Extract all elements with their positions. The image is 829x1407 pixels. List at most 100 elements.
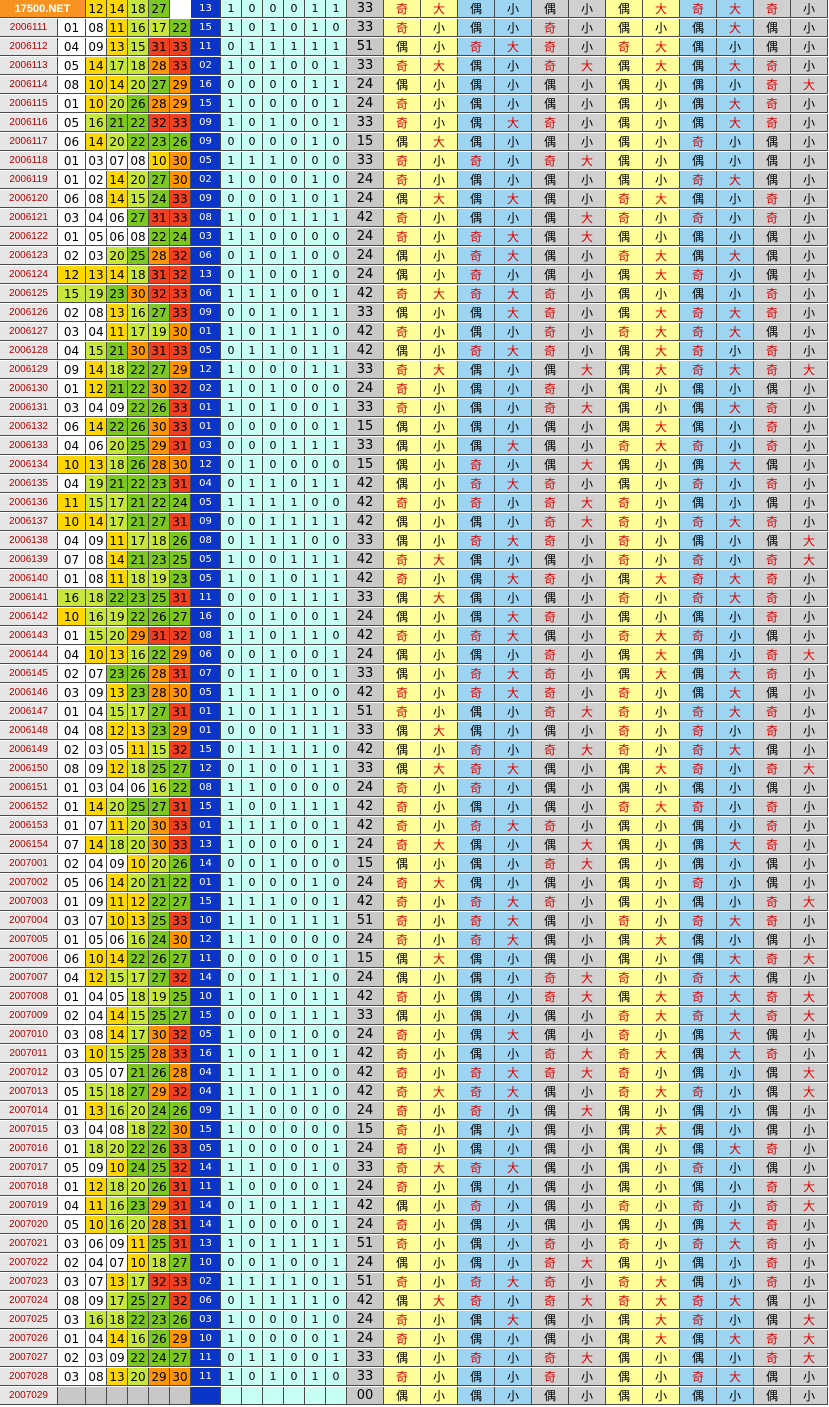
parity-digit: 1 — [221, 1330, 242, 1348]
red-ball-number: 30 — [170, 1121, 191, 1139]
red-ball-number: 22 — [107, 589, 128, 607]
table-row: 2006128 04 15 21 30 31 33 05 0 1 1 0 1 1 42 偶小奇大奇小偶大奇小奇… — [0, 342, 829, 361]
pattern-cell: 奇 — [458, 247, 495, 265]
blue-ball-number: 02 — [191, 380, 221, 398]
sum-value: 42 — [347, 285, 384, 303]
parity-digit: 1 — [221, 627, 242, 645]
pattern-cell: 偶 — [606, 456, 643, 474]
pattern-cell: 偶 — [680, 456, 717, 474]
pattern-cell: 大 — [421, 57, 458, 75]
parity-digit: 1 — [284, 247, 305, 265]
sum-value: 33 — [347, 1159, 384, 1177]
red-ball-number: 29 — [170, 95, 191, 113]
pattern-cell: 大 — [717, 950, 754, 968]
issue-number: 2006147 — [0, 703, 58, 721]
issue-number: 2007023 — [0, 1273, 58, 1291]
red-ball-number: 01 — [58, 570, 86, 588]
pattern-cell: 奇 — [680, 304, 717, 322]
blue-ball-number: 01 — [191, 399, 221, 417]
pattern-cell: 偶 — [532, 1216, 569, 1234]
parity-digit: 0 — [263, 209, 284, 227]
blue-ball-number: 05 — [191, 152, 221, 170]
pattern-cell: 奇 — [606, 437, 643, 455]
pattern-cell: 奇 — [680, 722, 717, 740]
parity-digit: 1 — [242, 1083, 263, 1101]
pattern-cell: 大 — [569, 1254, 606, 1272]
parity-digit: 1 — [326, 304, 347, 322]
parity-digit: 1 — [305, 703, 326, 721]
parity-digit: 0 — [242, 418, 263, 436]
table-row: 2006142 10 16 19 22 26 27 16 0 0 1 0 0 1 24 偶小偶大奇小偶小偶小奇… — [0, 608, 829, 627]
pattern-cell: 偶 — [458, 361, 495, 379]
table-row: 2007002 05 06 14 20 21 22 01 1 0 0 0 1 0 24 奇大偶小偶小偶小奇小偶… — [0, 874, 829, 893]
pattern-cell: 小 — [643, 1235, 680, 1253]
pattern-cell: 小 — [421, 665, 458, 683]
pattern-cell: 偶 — [606, 1311, 643, 1329]
parity-digit: 1 — [305, 589, 326, 607]
pattern-cell: 偶 — [458, 798, 495, 816]
parity-digit: 0 — [305, 893, 326, 911]
red-ball-number: 11 — [86, 1197, 107, 1215]
pattern-cell: 偶 — [384, 589, 421, 607]
pattern-cell: 奇 — [754, 950, 791, 968]
table-row: 2006151 01 03 04 06 16 22 08 1 1 0 0 0 0 24 奇小奇小偶小偶小偶小偶… — [0, 779, 829, 798]
table-row: 2007019 04 11 16 23 29 31 14 0 1 0 1 1 1 42 偶小奇小偶小奇小奇小奇… — [0, 1197, 829, 1216]
pattern-cell: 偶 — [384, 532, 421, 550]
pattern-cell: 小 — [791, 1387, 828, 1405]
parity-digit: 1 — [263, 988, 284, 1006]
red-ball-number: 30 — [170, 171, 191, 189]
sum-value: 33 — [347, 760, 384, 778]
red-ball-number: 08 — [86, 570, 107, 588]
pattern-cell: 奇 — [384, 912, 421, 930]
sum-value: 42 — [347, 475, 384, 493]
parity-digit: 0 — [221, 532, 242, 550]
parity-digit: 0 — [242, 1140, 263, 1158]
red-ball-number: 23 — [128, 684, 149, 702]
pattern-cell: 小 — [791, 1140, 828, 1158]
pattern-cell: 小 — [495, 323, 532, 341]
pattern-cell: 奇 — [754, 114, 791, 132]
issue-number: 2006119 — [0, 171, 58, 189]
parity-digit: 0 — [326, 456, 347, 474]
table-row: 2006116 05 16 21 22 32 33 09 1 0 1 0 0 1 33 奇小偶大奇小偶小偶大奇… — [0, 114, 829, 133]
parity-digit: 1 — [326, 1330, 347, 1348]
pattern-cell: 偶 — [606, 380, 643, 398]
issue-number: 2006148 — [0, 722, 58, 740]
pattern-cell: 小 — [643, 380, 680, 398]
parity-digit: 1 — [242, 266, 263, 284]
red-ball-number: 10 — [128, 1254, 149, 1272]
parity-digit: 1 — [326, 1140, 347, 1158]
sum-value: 42 — [347, 323, 384, 341]
parity-digit: 1 — [263, 475, 284, 493]
red-ball-number: 20 — [128, 836, 149, 854]
parity-digit: 0 — [263, 190, 284, 208]
parity-digit: 1 — [263, 684, 284, 702]
red-ball-number: 22 — [107, 418, 128, 436]
red-ball-number: 13 — [86, 1102, 107, 1120]
parity-digit: 0 — [263, 589, 284, 607]
table-row: 2006150 08 09 12 18 25 27 12 0 1 0 0 1 1 33 偶大奇大偶小偶大奇小奇… — [0, 760, 829, 779]
issue-number: 2006134 — [0, 456, 58, 474]
pattern-cell: 奇 — [606, 1007, 643, 1025]
sum-value: 24 — [347, 779, 384, 797]
red-ball-number: 16 — [128, 19, 149, 37]
pattern-cell: 偶 — [458, 1045, 495, 1063]
red-ball-number: 21 — [128, 513, 149, 531]
pattern-cell: 奇 — [680, 627, 717, 645]
pattern-cell: 小 — [495, 779, 532, 797]
pattern-cell: 奇 — [532, 38, 569, 56]
parity-digit: 1 — [263, 893, 284, 911]
pattern-cell: 奇 — [754, 418, 791, 436]
pattern-cell: 大 — [421, 950, 458, 968]
red-ball-number: 06 — [58, 133, 86, 151]
red-ball-number: 25 — [149, 760, 170, 778]
pattern-cell: 小 — [791, 152, 828, 170]
pattern-cell: 偶 — [458, 1121, 495, 1139]
pattern-cell: 奇 — [606, 1197, 643, 1215]
parity-digit: 0 — [242, 722, 263, 740]
pattern-cell: 奇 — [532, 1349, 569, 1367]
parity-digit: 0 — [221, 76, 242, 94]
pattern-cell: 奇 — [384, 0, 421, 18]
red-ball-number: 06 — [86, 437, 107, 455]
issue-number: 2006143 — [0, 627, 58, 645]
